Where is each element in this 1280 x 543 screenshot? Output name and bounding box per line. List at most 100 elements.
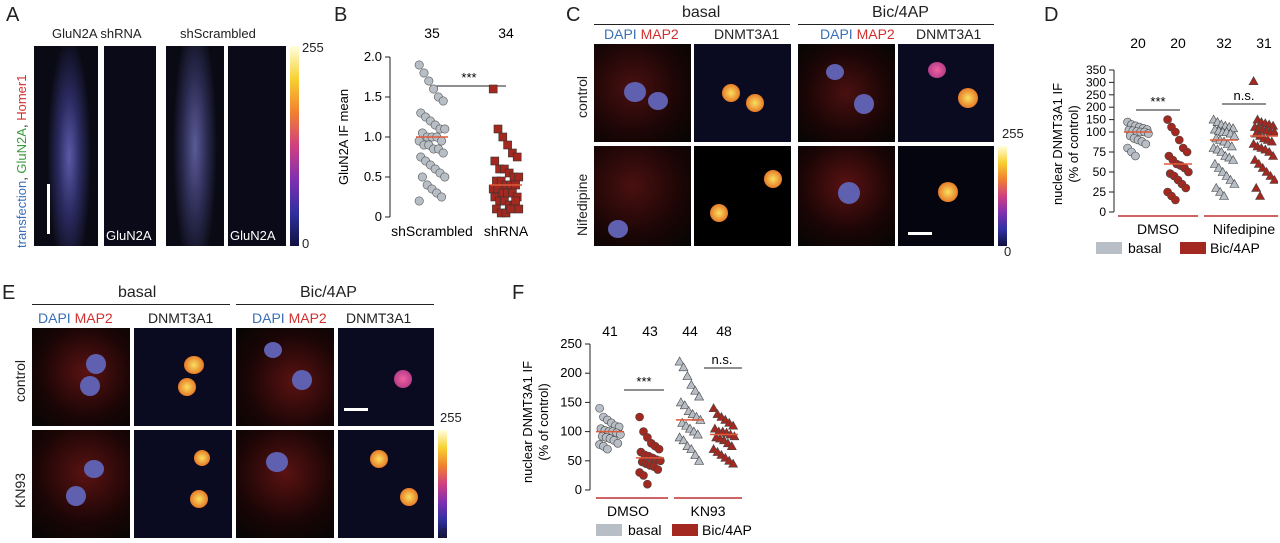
panel-c-nucleus-dnmt [928, 62, 946, 78]
panel-c-image-4 [898, 44, 994, 142]
chart-f-sig: *** [636, 374, 651, 389]
chart-b-point [514, 204, 524, 214]
chart-b-ytick-label: 0 [375, 209, 382, 224]
chart-d-point [1229, 178, 1240, 188]
panel-c-nucleus [608, 220, 628, 238]
chart-b-xlabel: shRNA [484, 223, 529, 239]
chart-f-ylabel-2: (% of control) [536, 383, 551, 460]
panel-e-image-6 [134, 430, 232, 538]
chart-b-point [440, 172, 450, 182]
panel-e-nucleus-dnmt [184, 356, 204, 374]
chart-f-ytick-label: 0 [575, 482, 582, 497]
panel-e-nucleus [264, 342, 282, 358]
panel-c-colorbar [998, 146, 1007, 246]
panel-c-stain-label-1: DAPI MAP2 [604, 26, 679, 42]
chart-b-point [498, 132, 508, 142]
chart-d-point [1217, 166, 1228, 176]
chart-b-point [424, 76, 434, 86]
chart-d-ytick-label: 300 [1086, 75, 1106, 89]
chart-b-point [437, 136, 447, 146]
chart-f-point [726, 441, 737, 450]
chart-b-point [417, 172, 427, 182]
chart-f-point [686, 444, 697, 453]
chart-d-point [1221, 170, 1232, 180]
chart-d-n-label: 31 [1256, 35, 1272, 51]
chart-f-legend-basal: basal [628, 522, 661, 538]
chart-d-sig: n.s. [1234, 88, 1255, 103]
chart-b-point [511, 196, 520, 206]
panel-c-nucleus-dnmt [710, 204, 728, 222]
chart-d-ytick-label: 100 [1086, 125, 1106, 139]
chart-f-point [616, 430, 625, 439]
chart-d-point [1249, 154, 1260, 164]
chart-d: nuclear DNMT3A1 IF (% of control) 0 25 50 7… [1050, 35, 1278, 256]
panel-c-row-nifedipine: Nifedipine [574, 173, 590, 236]
panel-c-row-control: control [574, 75, 590, 118]
chart-f-point [679, 400, 690, 410]
chart-f-point [678, 362, 689, 372]
chart-f-point [643, 479, 652, 489]
chart-f-point [692, 429, 703, 439]
chart-d-point [1226, 141, 1237, 151]
panel-a-inset-1: GluN2A [106, 228, 152, 243]
chart-b-xlabel: shScrambled [391, 223, 473, 239]
panel-c-scale-max: 255 [1002, 126, 1024, 141]
panel-letter-e: E [2, 282, 16, 304]
panel-c-cond-bic: Bic/4AP [872, 4, 929, 21]
chart-d-legend-swatch-bic [1180, 242, 1206, 254]
panel-c-nucleus-dnmt [722, 84, 740, 102]
chart-f-ytick-label: 100 [560, 424, 582, 439]
chart-d-group-label: DMSO [1137, 221, 1179, 237]
panel-c-nucleus [838, 182, 860, 204]
panel-a-scalebar [47, 184, 50, 234]
chart-b-point [514, 172, 524, 182]
panel-a-inset-2: GluN2A [230, 228, 276, 243]
chart-d-point [1265, 170, 1276, 180]
panel-a-scale-max: 255 [302, 40, 324, 55]
chart-f-point [694, 391, 705, 401]
chart-b-point [419, 68, 429, 78]
panel-c-image-1 [594, 44, 691, 142]
chart-d-point [1181, 183, 1191, 193]
panel-e-colorbar [438, 430, 447, 538]
panel-e-cond-line-2 [236, 304, 434, 305]
panel-a-image-4 [228, 46, 286, 246]
chart-f-point [639, 471, 648, 480]
chart-d-point [1255, 190, 1266, 200]
chart-d-point [1257, 162, 1268, 172]
chart-d-point [1251, 182, 1262, 192]
panel-e-scale-min: 0 [440, 526, 448, 541]
panel-c-cond-line-1 [594, 24, 790, 25]
chart-d-point [1175, 135, 1184, 145]
panel-c-nucleus [854, 94, 874, 114]
panel-c-stain-label-4: DNMT3A1 [916, 26, 982, 42]
chart-d-point [1211, 182, 1222, 192]
panel-letter-d: D [1044, 4, 1059, 26]
panel-letter-f: F [512, 282, 525, 304]
chart-b-sig: *** [461, 70, 476, 85]
chart-d-point [1216, 146, 1227, 156]
panel-c-stain-label-3: DAPI MAP2 [820, 26, 895, 42]
panel-e-scalebar [344, 408, 368, 411]
chart-d-legend-swatch-basal [1096, 242, 1122, 254]
chart-f-point [595, 403, 604, 413]
panel-e-nucleus [86, 354, 106, 374]
chart-d-legend-bic: Bic/4AP [1210, 240, 1260, 256]
chart-f-point [656, 456, 665, 466]
chart-f-group-label: KN93 [690, 503, 725, 519]
chart-d-point [1131, 151, 1140, 161]
panel-a-title-shscrambled: shScrambled [180, 26, 256, 41]
chart-d-ylabel: nuclear DNMT3A1 IF [1050, 83, 1065, 205]
chart-f-point [674, 356, 685, 366]
chart-d-ylabel-2: (% of control) [1066, 105, 1081, 182]
panel-e-nucleus-dnmt [194, 450, 210, 466]
panel-e-cond-line-1 [32, 304, 230, 305]
chart-d-point [1213, 162, 1224, 172]
chart-d-point [1171, 195, 1180, 205]
panel-c-image-8 [898, 146, 994, 246]
panel-c-nucleus [624, 82, 646, 102]
chart-b-point [414, 60, 424, 70]
panel-e-stain-label-2: DNMT3A1 [148, 310, 214, 326]
panel-c-image-3 [798, 44, 895, 142]
chart-f-n-label: 43 [642, 323, 658, 339]
